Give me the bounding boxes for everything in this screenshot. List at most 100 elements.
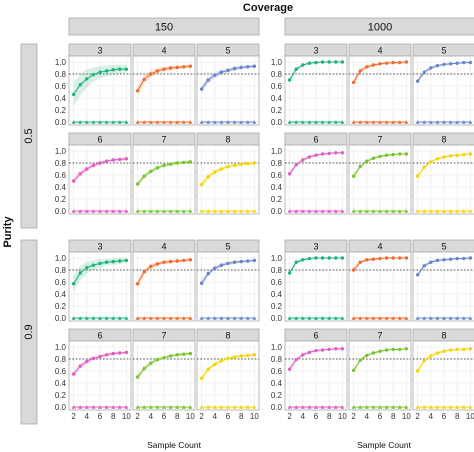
panel-strip-label: 4 (377, 45, 382, 55)
data-point-lower (78, 209, 83, 213)
data-point-lower (219, 405, 224, 409)
data-point-upper (468, 347, 473, 351)
data-point-lower (142, 316, 147, 320)
x-tick-label: 2 (351, 412, 356, 421)
data-point-upper (168, 354, 173, 358)
data-point-lower (135, 405, 140, 409)
data-point-upper (404, 152, 409, 156)
y-tick-label: 0.0 (55, 207, 67, 216)
y-tick-label: 0.4 (271, 290, 283, 299)
data-point-upper (188, 64, 193, 68)
data-point-upper (232, 260, 237, 264)
data-point-lower (84, 209, 89, 213)
data-point-lower (98, 316, 102, 320)
data-point-upper (98, 261, 102, 266)
data-point-upper (188, 258, 193, 262)
data-point-upper (135, 182, 140, 186)
panel-strip-label: 7 (377, 134, 382, 144)
panel: 7 2 4 6 8 10 (348, 328, 412, 421)
data-point-upper (188, 351, 193, 356)
data-point-lower (239, 405, 244, 409)
data-point-upper (398, 60, 402, 65)
data-point-lower (384, 209, 389, 213)
data-point-upper (391, 60, 395, 65)
panel-background (412, 55, 474, 126)
data-point-lower (287, 120, 292, 124)
data-point-upper (334, 151, 338, 155)
data-point-upper (162, 356, 166, 360)
panel-background (412, 251, 474, 322)
data-point-lower (199, 316, 204, 320)
data-point-lower (404, 120, 409, 124)
data-point-lower (415, 316, 420, 320)
data-point-upper (378, 154, 382, 159)
data-point-lower (468, 209, 473, 213)
data-point-lower (287, 316, 292, 320)
data-point-upper (468, 256, 473, 260)
panel-strip-label: 3 (313, 45, 318, 55)
data-point-upper (142, 270, 146, 274)
data-point-upper (246, 161, 250, 166)
data-point-upper (239, 65, 243, 70)
data-point-lower (188, 316, 193, 320)
data-point-upper (287, 172, 292, 176)
panel: 60.00.20.40.60.81.02 4 6 8 10 (55, 328, 132, 421)
data-point-lower (155, 120, 160, 124)
data-point-upper (149, 361, 153, 365)
data-point-lower (364, 405, 369, 409)
data-point-upper (91, 163, 96, 168)
data-point-upper (468, 152, 473, 156)
data-point-lower (168, 405, 173, 409)
y-tick-label: 0.6 (55, 367, 67, 376)
data-point-lower (307, 316, 312, 320)
x-tick-label: 2 (71, 412, 76, 421)
data-point-upper (435, 258, 440, 263)
data-point-upper (365, 258, 369, 262)
panel-strip-label: 4 (161, 45, 166, 55)
data-point-upper (391, 256, 395, 260)
data-point-lower (245, 209, 250, 213)
data-point-upper (415, 79, 420, 83)
data-point-lower (378, 405, 382, 409)
data-point-lower (455, 209, 460, 213)
data-point-upper (294, 163, 298, 167)
data-point-lower (294, 405, 299, 409)
panel-strip-label: 6 (97, 330, 102, 340)
panel-strip-label: 5 (225, 241, 230, 251)
x-tick-label: 10 (338, 412, 347, 421)
data-point-lower (448, 316, 453, 320)
data-point-lower (226, 405, 230, 409)
data-point-upper (294, 260, 298, 264)
panel: 60.00.20.40.60.81.02 4 6 8 10 (271, 328, 348, 421)
coverage-strip-label: 1000 (368, 22, 392, 34)
data-point-upper (371, 63, 376, 67)
data-point-lower (422, 120, 427, 124)
data-point-upper (182, 352, 186, 356)
data-point-upper (124, 350, 129, 355)
data-point-lower (104, 316, 109, 320)
data-point-lower (300, 316, 305, 320)
data-point-lower (219, 209, 224, 213)
data-point-lower (320, 120, 325, 124)
y-axis-title: Purity (2, 216, 14, 248)
data-point-upper (124, 258, 129, 263)
data-point-lower (320, 316, 325, 320)
data-point-upper (219, 70, 224, 74)
data-point-lower (468, 405, 473, 409)
data-point-lower (188, 405, 193, 409)
data-point-upper (71, 282, 76, 286)
coverage-strip (68, 17, 260, 36)
data-point-upper (199, 182, 204, 187)
data-point-upper (175, 353, 179, 357)
data-point-lower (435, 316, 440, 320)
data-point-upper (384, 256, 389, 260)
data-point-lower (461, 120, 466, 124)
data-point-upper (442, 349, 446, 353)
data-point-upper (358, 164, 362, 169)
data-point-lower (104, 405, 109, 409)
data-point-upper (314, 348, 318, 353)
data-point-upper (314, 60, 318, 65)
data-point-upper (246, 353, 250, 358)
data-point-upper (182, 258, 186, 263)
